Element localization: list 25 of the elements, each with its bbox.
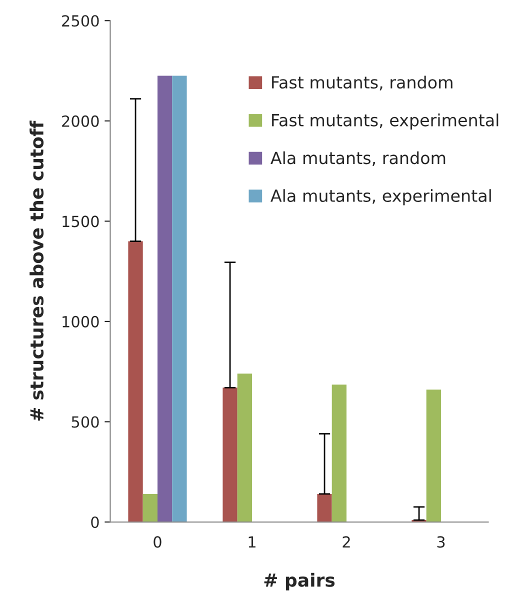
legend-label: Fast mutants, experimental <box>272 114 498 130</box>
y-tick-label: 1000 <box>62 316 99 328</box>
y-tick-label: 500 <box>72 416 99 428</box>
bar <box>317 494 332 522</box>
legend-label: Ala mutants, random <box>270 151 446 166</box>
y-tick-label: 2000 <box>62 115 99 127</box>
bar <box>158 76 172 522</box>
x-tick-label: 1 <box>248 536 256 548</box>
bar <box>142 494 158 522</box>
bar <box>172 76 187 522</box>
bar <box>332 384 346 522</box>
bar <box>426 390 441 522</box>
y-axis-title: # structures above the cutoff <box>30 120 44 421</box>
x-axis-title: # pairs <box>264 572 335 590</box>
y-tick-label: 0 <box>91 516 99 528</box>
y-tick-label: 1500 <box>62 216 99 228</box>
x-tick-label: 3 <box>437 536 445 548</box>
legend-label: Fast mutants, random <box>272 76 452 90</box>
x-tick-label: 2 <box>342 536 350 548</box>
bar <box>237 374 252 522</box>
bar <box>222 388 238 522</box>
legend-label: Ala mutants, experimental <box>270 189 491 206</box>
x-tick-label: 0 <box>154 536 162 548</box>
bar <box>128 241 143 522</box>
y-tick-label: 2500 <box>62 15 99 27</box>
